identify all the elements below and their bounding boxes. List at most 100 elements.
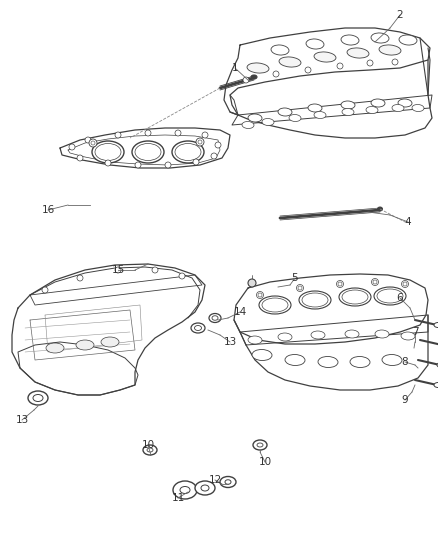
Ellipse shape [347,48,369,58]
Circle shape [371,279,378,286]
Ellipse shape [251,75,257,79]
Circle shape [297,285,304,292]
Text: 14: 14 [233,307,247,317]
Ellipse shape [345,330,359,338]
Ellipse shape [314,111,326,118]
Ellipse shape [412,104,424,111]
Circle shape [248,279,256,287]
Ellipse shape [278,333,292,341]
Ellipse shape [302,293,328,307]
Text: 7: 7 [412,327,418,337]
Circle shape [257,292,264,298]
Ellipse shape [201,485,209,491]
Ellipse shape [306,39,324,49]
Text: 2: 2 [397,10,403,20]
Ellipse shape [248,336,262,344]
Ellipse shape [308,104,322,112]
Ellipse shape [398,99,412,107]
Text: 10: 10 [258,457,272,467]
Ellipse shape [28,391,48,405]
Text: 6: 6 [397,293,403,303]
Circle shape [338,282,342,286]
Ellipse shape [342,109,354,116]
Ellipse shape [318,357,338,368]
Ellipse shape [135,143,161,160]
Ellipse shape [172,141,204,163]
Circle shape [402,280,409,287]
Ellipse shape [271,45,289,55]
Circle shape [69,144,75,150]
Ellipse shape [175,143,201,160]
Circle shape [305,67,311,73]
Text: 11: 11 [171,493,185,503]
Text: 10: 10 [141,440,155,450]
Circle shape [273,71,279,77]
Ellipse shape [262,298,288,312]
Circle shape [77,155,83,161]
Ellipse shape [374,287,406,305]
Ellipse shape [173,481,197,499]
Circle shape [298,286,302,290]
Ellipse shape [289,115,301,122]
Ellipse shape [143,445,157,455]
Circle shape [77,275,83,281]
Ellipse shape [279,57,301,67]
Circle shape [175,130,181,136]
Ellipse shape [147,448,153,452]
Circle shape [85,137,91,143]
Ellipse shape [252,350,272,360]
Ellipse shape [382,354,402,366]
Circle shape [152,267,158,273]
Circle shape [337,63,343,69]
Circle shape [196,138,204,146]
Ellipse shape [76,340,94,350]
Ellipse shape [195,481,215,495]
Ellipse shape [95,143,121,160]
Ellipse shape [437,362,438,367]
Ellipse shape [209,313,221,322]
Ellipse shape [259,296,291,314]
Ellipse shape [371,99,385,107]
Circle shape [179,273,185,279]
Circle shape [105,160,111,166]
Ellipse shape [194,326,201,330]
Ellipse shape [311,331,325,339]
Text: 15: 15 [111,265,125,275]
Ellipse shape [180,487,190,494]
Ellipse shape [247,63,269,73]
Text: 1: 1 [232,63,238,73]
Text: 13: 13 [15,415,28,425]
Text: 5: 5 [292,273,298,283]
Ellipse shape [339,288,371,306]
Circle shape [135,162,141,168]
Circle shape [392,59,398,65]
Ellipse shape [46,343,64,353]
Text: 16: 16 [41,205,55,215]
Ellipse shape [248,114,262,122]
Ellipse shape [350,357,370,368]
Circle shape [243,77,249,83]
Circle shape [198,140,202,144]
Ellipse shape [285,354,305,366]
Text: 9: 9 [402,395,408,405]
Ellipse shape [434,322,438,327]
Circle shape [258,293,262,297]
Ellipse shape [399,35,417,45]
Ellipse shape [212,316,218,320]
Ellipse shape [392,104,404,111]
Circle shape [115,132,121,138]
Circle shape [115,267,121,273]
Ellipse shape [366,107,378,114]
Circle shape [42,287,48,293]
Circle shape [193,159,199,165]
Ellipse shape [378,207,382,211]
Ellipse shape [401,332,415,340]
Circle shape [145,130,151,136]
Text: 13: 13 [223,337,237,347]
Ellipse shape [314,52,336,62]
Circle shape [367,60,373,66]
Circle shape [165,162,171,168]
Ellipse shape [191,323,205,333]
Circle shape [215,142,221,148]
Ellipse shape [379,45,401,55]
